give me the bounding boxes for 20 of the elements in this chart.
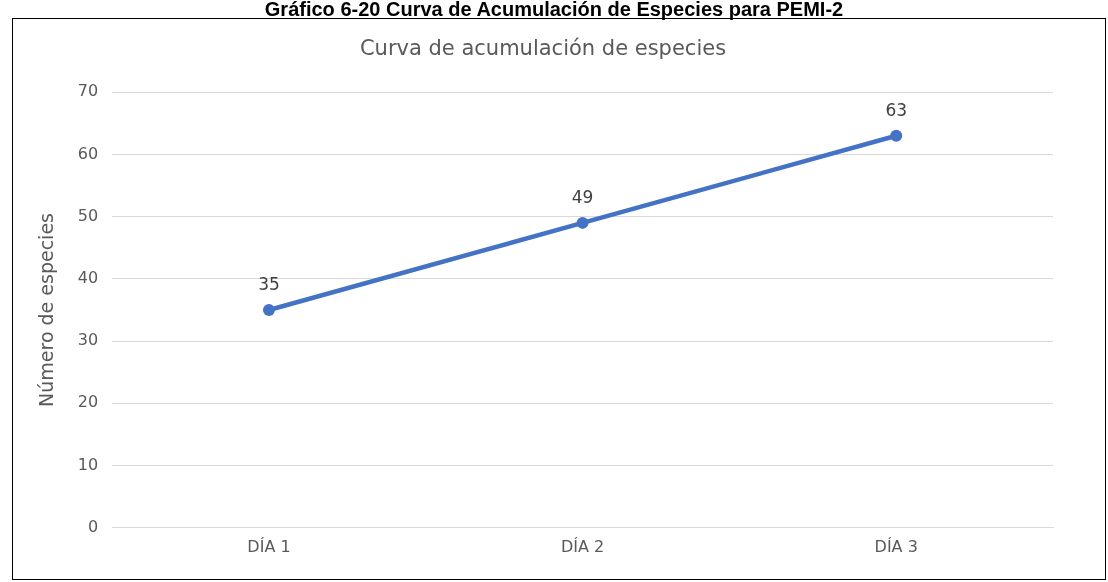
- y-tick-label: 0: [87, 516, 99, 536]
- y-tick-label: 60: [77, 143, 99, 163]
- y-tick-label: 30: [77, 330, 99, 350]
- x-tick-label: DÍA 1: [247, 536, 291, 556]
- y-tick-label: 70: [77, 81, 99, 101]
- chart-title: Gráfico 6-20 Curva de Acumulación de Especies para PEMI-2: [263, 0, 845, 20]
- data-label: 49: [571, 186, 594, 207]
- data-label: 63: [885, 99, 908, 120]
- point: [890, 129, 903, 142]
- x-tick-label: DÍA 3: [874, 536, 918, 556]
- y-tick-label: 40: [77, 268, 99, 288]
- data-label: 35: [258, 273, 280, 294]
- y-tick-label: 20: [77, 392, 99, 412]
- y-tick-label: 10: [77, 454, 99, 474]
- point: [576, 216, 589, 229]
- y-axis-title: Número de especies: [35, 213, 58, 407]
- y-tick-label: 50: [77, 205, 99, 225]
- point: [262, 304, 275, 316]
- chart-subtitle: Curva de acumulación de especies: [359, 36, 727, 61]
- x-tick-label: DÍA 2: [560, 536, 605, 556]
